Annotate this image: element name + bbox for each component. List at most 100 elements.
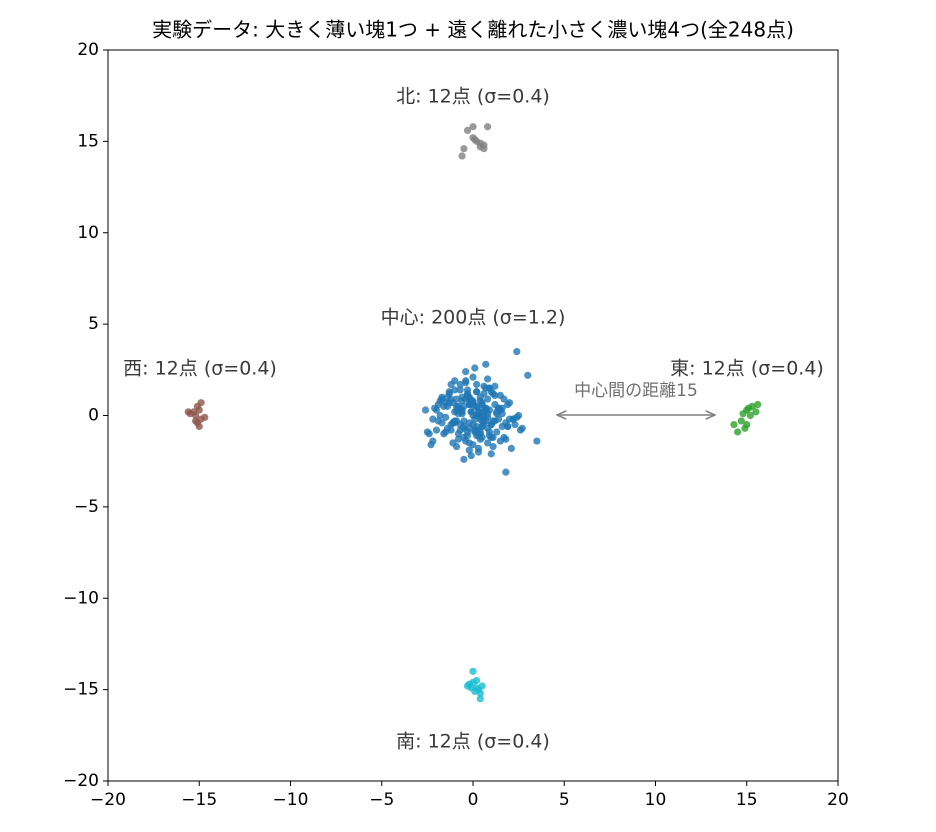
point [458,152,466,160]
x-tick-label: 15 [736,790,758,810]
point [471,135,479,144]
point [442,399,450,407]
point [423,428,431,436]
point [467,452,475,460]
point [476,411,484,420]
plot-frame [107,49,839,782]
point [436,411,444,420]
annotation: 中心間の距離15 [574,381,698,401]
x-tick-label: 20 [827,790,849,810]
point [489,442,497,451]
point [462,368,470,376]
point [456,380,464,389]
point [744,404,753,412]
point [456,421,464,429]
y-tick-label: 0 [88,406,99,426]
point [734,428,742,436]
y-tick-label: −5 [74,497,99,517]
point [465,446,473,454]
point [445,388,453,396]
point [513,413,521,421]
point [469,441,477,449]
point [476,695,484,703]
point [473,684,481,692]
point [485,384,494,392]
annotation: 南: 12点 (σ=0.4) [396,731,550,753]
point [496,406,504,414]
point [473,388,481,396]
x-tick-label: −15 [181,790,217,810]
point [482,360,490,368]
point [465,424,473,432]
point [482,404,490,412]
point [504,422,512,431]
point [452,442,461,451]
point [739,410,747,418]
point [484,395,492,403]
point [473,422,481,431]
point [496,391,504,399]
point [491,382,499,390]
y-tick-label: −15 [63,680,99,700]
point [447,380,455,389]
annotation: 西: 12点 (σ=0.4) [123,358,277,380]
point [193,402,202,410]
point [436,397,444,405]
point [440,430,448,438]
point [469,667,477,675]
point [502,468,510,476]
x-tick-label: −10 [273,790,309,810]
point [752,408,760,416]
point [463,432,472,440]
x-tick-label: 0 [468,790,479,810]
point [480,145,488,153]
point [533,437,541,445]
point [471,364,479,372]
point [438,419,446,427]
point [467,408,475,416]
point [741,424,749,432]
point [487,433,495,442]
point [454,410,462,418]
annotation: 中心: 200点 (σ=1.2) [381,307,566,329]
point [730,421,738,429]
point [451,386,459,394]
y-tick-label: −20 [63,771,99,791]
point [469,678,477,686]
point [456,386,464,394]
x-tick-label: −5 [369,790,394,810]
point [484,123,492,131]
annotation: 東: 12点 (σ=0.4) [670,358,824,380]
point [192,411,200,420]
x-tick-label: 5 [559,790,570,810]
point [478,682,486,690]
point [454,435,462,443]
x-tick-label: −20 [90,790,126,810]
point [429,437,437,445]
point [754,400,762,409]
point [507,444,515,452]
point [518,424,526,432]
point [432,426,441,434]
point [476,689,484,697]
point [524,371,532,379]
point [493,428,501,436]
point [511,421,519,429]
point [484,375,492,383]
point [496,437,504,445]
point [451,417,459,425]
point [473,380,481,389]
point [462,377,470,385]
point [746,411,755,420]
point [460,455,468,463]
point [442,413,450,421]
y-tick-label: −10 [63,588,99,608]
point [505,399,514,407]
point [469,397,477,405]
point [463,391,472,399]
annotation: 北: 12点 (σ=0.4) [396,86,550,108]
point [737,417,745,425]
point [491,417,499,425]
point [485,428,494,436]
